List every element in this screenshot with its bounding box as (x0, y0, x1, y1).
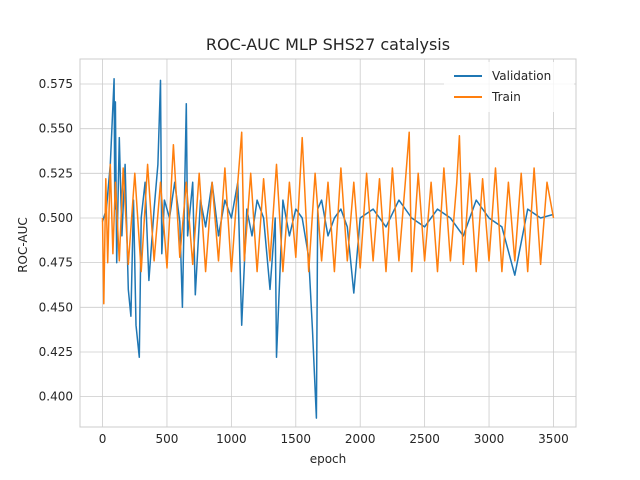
x-tick-label: 1500 (281, 432, 312, 446)
y-tick-label: 0.575 (39, 77, 73, 91)
series-line-validation (101, 77, 554, 419)
x-tick-label: 3000 (474, 432, 505, 446)
legend-box (444, 62, 574, 112)
legend-label-train: Train (491, 90, 521, 104)
y-tick-label: 0.550 (39, 122, 73, 136)
x-tick-label: 0 (99, 432, 107, 446)
series-layer (101, 77, 555, 419)
y-tick-label: 0.425 (39, 345, 73, 359)
x-tick-label: 1000 (216, 432, 247, 446)
x-axis-label: epoch (310, 452, 347, 466)
x-tick-label: 3500 (538, 432, 569, 446)
legend-label-validation: Validation (492, 69, 551, 83)
x-tick-label: 2500 (409, 432, 440, 446)
x-tick-label: 2000 (345, 432, 376, 446)
y-tick-label: 0.400 (39, 390, 73, 404)
y-axis-label: ROC-AUC (16, 217, 30, 273)
y-tick-label: 0.500 (39, 211, 73, 225)
plot-frame (79, 58, 577, 428)
y-tick-label: 0.525 (39, 166, 73, 180)
x-tick-label: 500 (156, 432, 179, 446)
x-tick-labels: 0 500 1000 1500 2000 2500 3000 3500 (99, 432, 569, 446)
grid (80, 59, 576, 427)
y-tick-label: 0.450 (39, 300, 73, 314)
y-tick-label: 0.475 (39, 256, 73, 270)
legend: Validation Train (444, 62, 574, 112)
chart-title: ROC-AUC MLP SHS27 catalysis (206, 35, 450, 54)
series-line-train (101, 131, 555, 305)
y-tick-labels: 0.400 0.425 0.450 0.475 0.500 0.525 0.550 0.575 (39, 77, 73, 404)
